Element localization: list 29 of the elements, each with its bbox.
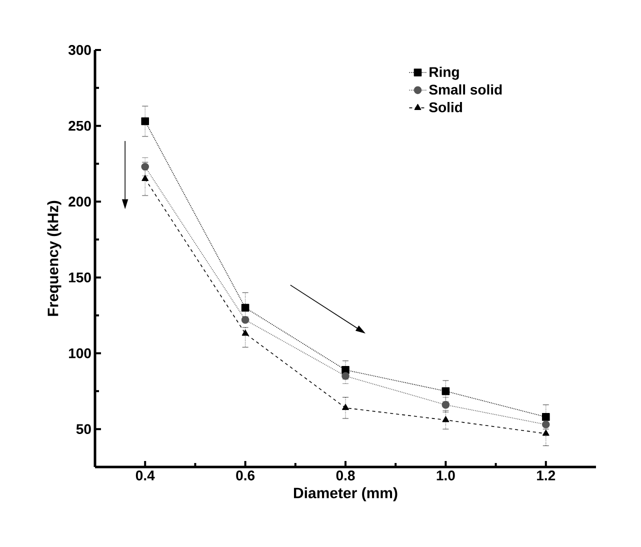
- y-tick-label: 50: [76, 424, 91, 434]
- x-tick-label: 0.4: [136, 470, 155, 480]
- legend-label: Ring: [430, 66, 459, 80]
- x-tick-label: 1.0: [436, 470, 455, 480]
- point: [142, 174, 149, 182]
- point: [141, 162, 149, 171]
- y-tick-label: 200: [68, 196, 91, 207]
- legend-label: Solid: [429, 102, 462, 112]
- x-tick-label: 0.6: [236, 470, 255, 480]
- x-tick-label: 1.2: [537, 470, 556, 480]
- point: [542, 420, 550, 428]
- legend-label: Small solid: [429, 84, 502, 95]
- y-tick-label: 100: [68, 348, 91, 358]
- point: [342, 372, 350, 380]
- point: [241, 316, 250, 324]
- y-tick-label: 250: [68, 120, 91, 131]
- x-tick-label: 0.8: [336, 470, 355, 480]
- point: [141, 117, 149, 126]
- x-axis-title: Diameter (mm): [294, 487, 398, 502]
- point: [442, 400, 450, 409]
- point: [442, 416, 450, 422]
- point: [342, 404, 349, 410]
- y-axis-title: Frequency (kHz): [47, 200, 62, 316]
- point: [242, 330, 249, 336]
- y-tick-label: 300: [68, 45, 91, 55]
- point: [241, 304, 250, 312]
- point: [442, 387, 450, 396]
- y-tick-label: 150: [68, 272, 91, 282]
- point: [542, 413, 550, 421]
